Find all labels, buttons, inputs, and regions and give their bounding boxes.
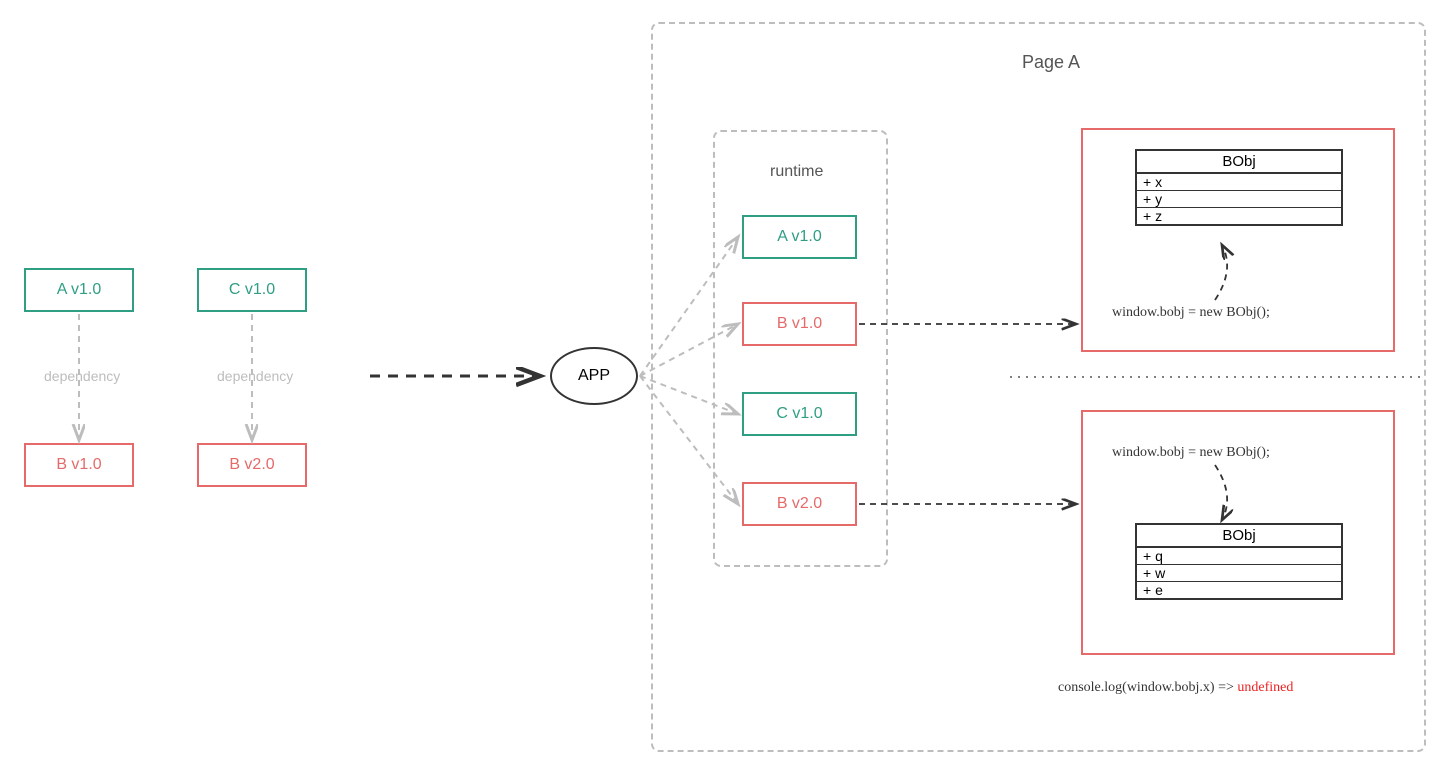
panel-1-code: window.bobj = new BObj(); xyxy=(1112,305,1270,321)
dep-box-b2: B v2.0 xyxy=(197,443,307,487)
runtime-module-3-label: B v2.0 xyxy=(777,495,822,513)
panel-2-field-1: + w xyxy=(1137,565,1341,582)
panel-1-field-0: + x xyxy=(1137,174,1341,191)
dep-box-b2-label: B v2.0 xyxy=(229,456,274,474)
dep-box-c: C v1.0 xyxy=(197,268,307,312)
app-node: APP xyxy=(550,347,638,405)
panel-1-field-1: + y xyxy=(1137,191,1341,208)
runtime-module-2: C v1.0 xyxy=(742,392,857,436)
dep-box-b1-label: B v1.0 xyxy=(56,456,101,474)
dep-box-b1: B v1.0 xyxy=(24,443,134,487)
page-a-title: Page A xyxy=(1022,52,1080,73)
panel-2-code: window.bobj = new BObj(); xyxy=(1112,445,1270,461)
panel-2-obj-name: BObj xyxy=(1137,525,1341,548)
runtime-module-2-label: C v1.0 xyxy=(776,405,822,423)
runtime-module-0-label: A v1.0 xyxy=(777,228,821,246)
dep-box-c-label: C v1.0 xyxy=(229,281,275,299)
dep-box-a: A v1.0 xyxy=(24,268,134,312)
runtime-module-1-label: B v1.0 xyxy=(777,315,822,333)
console-output: console.log(window.bobj.x) => undefined xyxy=(1058,680,1293,696)
runtime-module-0: A v1.0 xyxy=(742,215,857,259)
runtime-module-3: B v2.0 xyxy=(742,482,857,526)
runtime-module-1: B v1.0 xyxy=(742,302,857,346)
dependency-label-1: dependency xyxy=(44,368,120,384)
panel-2-field-2: + e xyxy=(1137,582,1341,598)
app-label: APP xyxy=(578,367,610,385)
console-undefined: undefined xyxy=(1237,680,1293,695)
panel-1-field-2: + z xyxy=(1137,208,1341,224)
panel-2-uml: BObj + q + w + e xyxy=(1135,523,1343,600)
dependency-label-2: dependency xyxy=(217,368,293,384)
console-prefix: console.log(window.bobj.x) => xyxy=(1058,680,1237,695)
panel-1-obj-name: BObj xyxy=(1137,151,1341,174)
panel-1-uml: BObj + x + y + z xyxy=(1135,149,1343,226)
runtime-title: runtime xyxy=(770,163,823,181)
panel-2-field-0: + q xyxy=(1137,548,1341,565)
dep-box-a-label: A v1.0 xyxy=(57,281,101,299)
